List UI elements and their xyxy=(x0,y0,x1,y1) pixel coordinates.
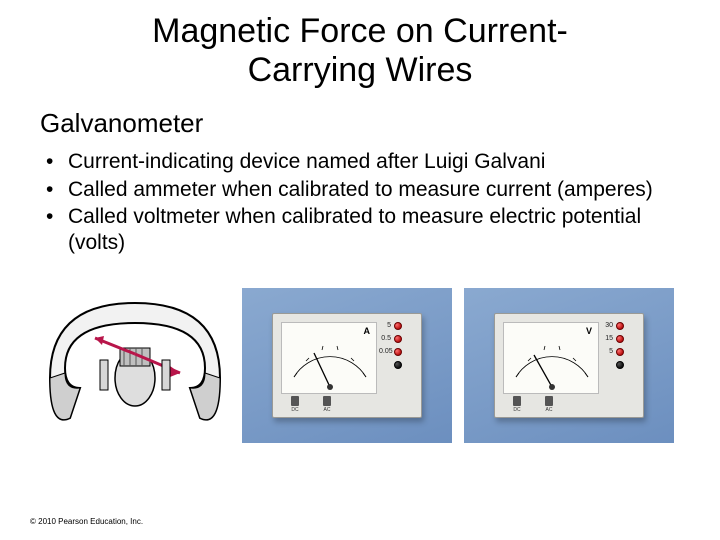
ammeter-toggles: DC AC xyxy=(291,396,331,413)
bullet-item: Called voltmeter when calibrated to meas… xyxy=(46,204,680,255)
ammeter-figure: A 5 0.5 0.0 xyxy=(242,288,452,443)
subheading: Galvanometer xyxy=(40,108,720,139)
bullet-list: Current-indicating device named after Lu… xyxy=(46,149,680,255)
bullet-item: Current-indicating device named after Lu… xyxy=(46,149,680,175)
jack-red xyxy=(394,335,402,343)
jack-red xyxy=(616,322,624,330)
title-line-2: Carrying Wires xyxy=(248,51,473,89)
jack-red xyxy=(394,348,402,356)
title-line-1: Magnetic Force on Current- xyxy=(152,12,568,50)
jack-black xyxy=(394,361,402,369)
ammeter-gauge: A xyxy=(281,322,377,394)
galvanometer-diagram xyxy=(40,278,230,443)
voltmeter-unit: V xyxy=(586,326,592,336)
voltmeter-toggles: DC AC xyxy=(513,396,553,413)
ammeter-device: A 5 0.5 0.0 xyxy=(272,313,422,418)
voltmeter-jacks: 30 15 5 xyxy=(601,322,637,369)
voltmeter-figure: V 30 15 5 xyxy=(464,288,674,443)
jack-black xyxy=(616,361,624,369)
ammeter-unit: A xyxy=(364,326,371,336)
copyright-text: © 2010 Pearson Education, Inc. xyxy=(30,517,143,526)
bullet-item: Called ammeter when calibrated to measur… xyxy=(46,177,680,203)
jack-red xyxy=(616,335,624,343)
voltmeter-device: V 30 15 5 xyxy=(494,313,644,418)
jack-red xyxy=(616,348,624,356)
slide-title: Magnetic Force on Current- Carrying Wire… xyxy=(0,0,720,90)
jack-red xyxy=(394,322,402,330)
ammeter-jacks: 5 0.5 0.05 xyxy=(379,322,415,369)
figure-row: A 5 0.5 0.0 xyxy=(40,278,720,443)
voltmeter-gauge: V xyxy=(503,322,599,394)
